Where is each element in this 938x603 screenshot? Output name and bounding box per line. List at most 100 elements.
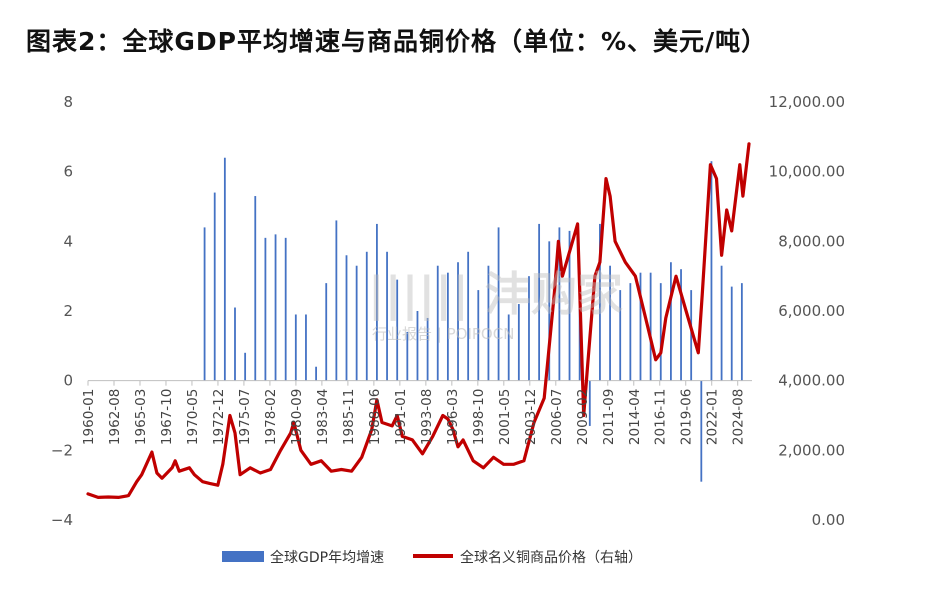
right-tick-label: 8,000.00: [778, 232, 845, 250]
legend-bar-label: 全球GDP年均增速: [270, 549, 384, 566]
gdp-bar: [507, 314, 510, 381]
gdp-bar: [629, 283, 632, 381]
x-tick-label: 2022-01: [705, 389, 721, 445]
x-tick-label: 1998-10: [471, 389, 487, 445]
gdp-bar: [406, 331, 409, 381]
watermark-sub: 行业报告 | POIPOCN: [372, 325, 514, 343]
line-series-copper: [86, 142, 751, 499]
gdp-bar: [477, 290, 480, 381]
right-tick-label: 0.00: [812, 511, 845, 529]
gdp-bar: [599, 223, 601, 381]
x-tick-label: 1967-10: [159, 389, 175, 445]
x-tick-label: 2009-02: [575, 389, 591, 445]
right-tick-label: 12,000.00: [769, 93, 845, 111]
right-tick-label: 10,000.00: [769, 163, 845, 181]
gdp-bar: [528, 276, 530, 381]
x-tick-label: 2001-05: [497, 389, 513, 445]
gdp-bar: [284, 237, 287, 381]
gdp-bar: [416, 311, 419, 381]
gdp-bar: [680, 269, 682, 381]
x-tick-label: 1965-03: [133, 389, 149, 445]
gdp-bar: [386, 251, 388, 381]
gdp-bar: [740, 283, 743, 381]
gdp-bar: [710, 161, 713, 381]
gdp-bar: [436, 265, 439, 381]
x-tick-label: 2014-04: [627, 389, 643, 445]
gdp-bar: [497, 227, 500, 381]
left-axis: 8 6 4 2 0 −2 −4: [51, 93, 73, 529]
gdp-bar: [244, 352, 247, 381]
x-tick-label: 2003-12: [523, 389, 539, 445]
gdp-bar: [700, 380, 703, 482]
x-tick-label: 1988-06: [367, 389, 383, 445]
gdp-bar: [538, 223, 541, 381]
gdp-bar: [294, 314, 297, 381]
gdp-bar: [730, 286, 733, 381]
gdp-bar: [376, 223, 378, 381]
gdp-bar: [517, 304, 520, 381]
x-axis-line: [87, 380, 752, 386]
x-tick-label: 1970-05: [185, 389, 201, 445]
gdp-bar: [203, 227, 206, 381]
gdp-bar: [588, 380, 591, 426]
gdp-bar: [355, 265, 358, 381]
gdp-bar: [426, 317, 429, 381]
gdp-bar: [305, 314, 307, 381]
left-tick-label: 4: [63, 232, 73, 250]
gdp-bar: [659, 283, 662, 381]
x-tick-label: 1978-02: [263, 389, 279, 445]
right-tick-label: 6,000.00: [778, 302, 845, 320]
x-tick-label: 1972-12: [211, 389, 227, 445]
gdp-bar: [578, 307, 581, 381]
x-tick-label: 2016-11: [653, 389, 669, 445]
left-tick-label: 2: [63, 302, 73, 320]
gdp-bar: [274, 234, 277, 381]
x-tick-label: 2024-08: [731, 389, 747, 445]
left-tick-label: 6: [63, 163, 73, 181]
left-tick-label: −4: [51, 511, 73, 529]
gdp-bar: [609, 265, 611, 381]
x-tick-label: 1983-04: [315, 389, 331, 445]
gdp-bar: [558, 227, 561, 381]
gdp-bar: [213, 192, 216, 381]
gdp-bar: [568, 230, 571, 381]
x-tick-label: 1991-01: [393, 389, 409, 445]
gdp-bar: [396, 279, 399, 381]
legend-bar-swatch: [222, 551, 264, 562]
watermark-main: |||||| 沣购家: [368, 267, 623, 322]
gdp-bar: [264, 237, 267, 381]
bar-series-gdp: [203, 157, 743, 482]
x-tick-label: 1980-09: [289, 389, 305, 445]
gdp-bar: [365, 251, 368, 381]
watermark: |||||| 沣购家 行业报告 | POIPOCN: [368, 267, 623, 343]
x-tick-label: 1985-11: [341, 389, 357, 445]
gdp-bar: [487, 265, 490, 381]
gdp-bar: [649, 272, 652, 381]
gdp-bar: [619, 290, 622, 381]
legend-line-label: 全球名义铜商品价格（右轴）: [460, 549, 642, 566]
gdp-bar: [446, 272, 449, 381]
x-tick-label: 1996-03: [445, 389, 461, 445]
gdp-bar: [690, 290, 693, 381]
gdp-bar: [335, 220, 338, 381]
gdp-bar: [548, 241, 551, 381]
gdp-bar: [234, 307, 236, 381]
left-tick-label: 8: [63, 93, 73, 111]
gdp-bar: [345, 255, 348, 381]
x-tick-label: 2011-09: [601, 389, 617, 445]
right-axis: 12,000.00 10,000.00 8,000.00 6,000.00 4,000.…: [769, 93, 845, 529]
x-tick-label: 1962-08: [107, 389, 123, 445]
right-tick-label: 2,000.00: [778, 441, 845, 459]
left-tick-label: 0: [63, 372, 73, 390]
gdp-bar: [325, 283, 328, 381]
gdp-bar: [639, 272, 642, 381]
x-axis: 1960-01 1962-08 1965-03 1967-10 1970-05 1972-…: [81, 389, 747, 445]
x-tick-label: 1975-07: [237, 389, 253, 445]
left-tick-label: −2: [51, 441, 73, 459]
gdp-bar: [254, 196, 257, 381]
x-tick-label: 1960-01: [81, 389, 97, 445]
x-tick-label: 2006-07: [549, 389, 565, 445]
gdp-bar: [457, 262, 459, 381]
x-tick-label: 2019-06: [679, 389, 695, 445]
